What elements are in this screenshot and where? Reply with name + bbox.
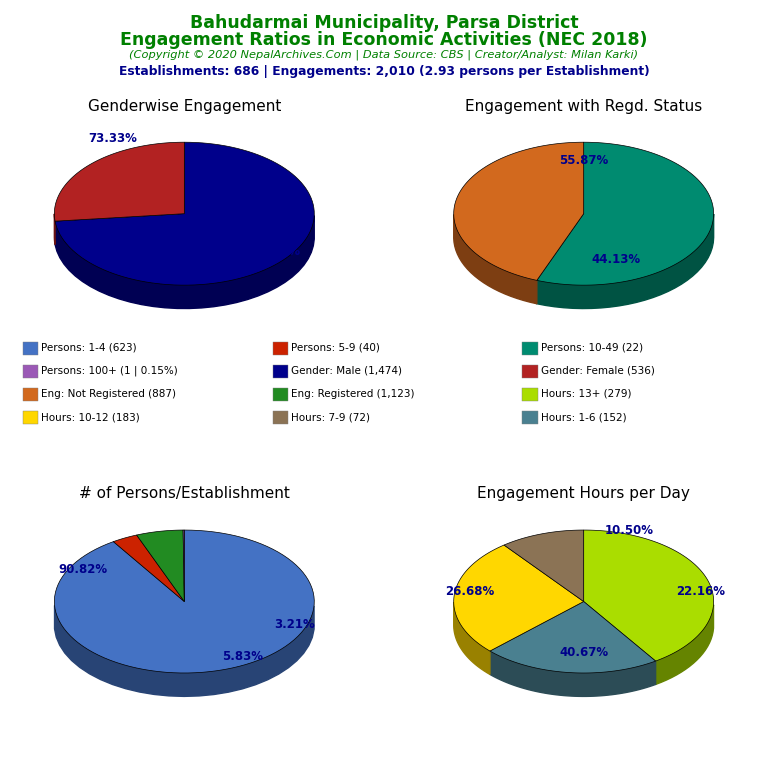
Text: Persons: 5-9 (40): Persons: 5-9 (40) <box>291 343 380 353</box>
Polygon shape <box>504 530 584 601</box>
Text: Gender: Male (1,474): Gender: Male (1,474) <box>291 366 402 376</box>
Text: Eng: Registered (1,123): Eng: Registered (1,123) <box>291 389 415 399</box>
Polygon shape <box>55 530 314 673</box>
Text: Eng: Not Registered (887): Eng: Not Registered (887) <box>41 389 177 399</box>
Polygon shape <box>490 651 656 697</box>
Text: 10.50%: 10.50% <box>604 524 654 537</box>
Polygon shape <box>584 530 713 661</box>
Polygon shape <box>454 142 584 280</box>
Polygon shape <box>656 604 713 684</box>
Text: Establishments: 686 | Engagements: 2,010 (2.93 persons per Establishment): Establishments: 686 | Engagements: 2,010… <box>119 65 649 78</box>
Text: 26.67%: 26.67% <box>250 245 300 258</box>
Polygon shape <box>454 545 584 651</box>
Polygon shape <box>537 214 713 309</box>
Title: Engagement Hours per Day: Engagement Hours per Day <box>477 486 690 502</box>
Text: Hours: 7-9 (72): Hours: 7-9 (72) <box>291 412 370 422</box>
Text: 22.16%: 22.16% <box>676 585 725 598</box>
Polygon shape <box>454 215 537 304</box>
Polygon shape <box>490 601 656 673</box>
Title: Engagement with Regd. Status: Engagement with Regd. Status <box>465 98 702 114</box>
Text: 55.87%: 55.87% <box>559 154 608 167</box>
Text: 5.83%: 5.83% <box>222 650 263 663</box>
Text: 40.67%: 40.67% <box>559 646 608 659</box>
Text: Persons: 10-49 (22): Persons: 10-49 (22) <box>541 343 643 353</box>
Text: 90.82%: 90.82% <box>58 563 108 576</box>
Text: 73.33%: 73.33% <box>88 132 137 145</box>
Text: Engagement Ratios in Economic Activities (NEC 2018): Engagement Ratios in Economic Activities… <box>121 31 647 48</box>
Text: Gender: Female (536): Gender: Female (536) <box>541 366 654 376</box>
Title: Genderwise Engagement: Genderwise Engagement <box>88 98 281 114</box>
Title: # of Persons/Establishment: # of Persons/Establishment <box>79 486 290 502</box>
Text: Bahudarmai Municipality, Parsa District: Bahudarmai Municipality, Parsa District <box>190 14 578 31</box>
Text: 3.21%: 3.21% <box>274 617 315 631</box>
Text: Hours: 13+ (279): Hours: 13+ (279) <box>541 389 631 399</box>
Text: (Copyright © 2020 NepalArchives.Com | Data Source: CBS | Creator/Analyst: Milan : (Copyright © 2020 NepalArchives.Com | Da… <box>130 49 638 60</box>
Text: Hours: 1-6 (152): Hours: 1-6 (152) <box>541 412 626 422</box>
Polygon shape <box>55 605 314 697</box>
Text: 26.68%: 26.68% <box>445 585 494 598</box>
Polygon shape <box>55 142 314 285</box>
Polygon shape <box>55 216 314 309</box>
Polygon shape <box>114 535 184 601</box>
Polygon shape <box>537 142 713 285</box>
Polygon shape <box>454 602 490 674</box>
Polygon shape <box>183 530 184 601</box>
Polygon shape <box>137 530 184 601</box>
Text: Persons: 100+ (1 | 0.15%): Persons: 100+ (1 | 0.15%) <box>41 366 178 376</box>
Text: 44.13%: 44.13% <box>591 253 641 266</box>
Polygon shape <box>55 142 184 221</box>
Text: Hours: 10-12 (183): Hours: 10-12 (183) <box>41 412 141 422</box>
Text: Persons: 1-4 (623): Persons: 1-4 (623) <box>41 343 137 353</box>
